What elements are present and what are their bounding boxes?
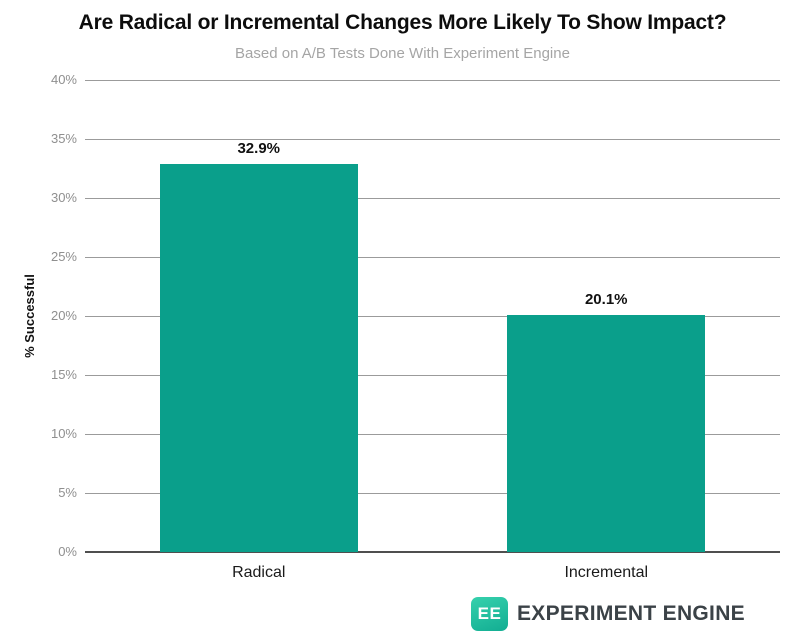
y-axis-tick-label: 10%: [50, 426, 77, 441]
experiment-engine-logo-text: EXPERIMENT ENGINE: [517, 602, 745, 625]
gridline: [85, 198, 780, 199]
gridline: [85, 493, 780, 494]
bar-value-label: 20.1%: [584, 290, 628, 308]
bar: [507, 314, 706, 552]
gridline: [85, 434, 780, 435]
y-axis-tick-label: 25%: [50, 249, 77, 264]
x-axis-category-label: Radical: [232, 564, 286, 581]
gridline: [85, 139, 780, 140]
y-axis-tick-label: 35%: [50, 131, 77, 146]
y-axis-tick-label: 0%: [58, 544, 77, 559]
chart-title: Are Radical or Incremental Changes More …: [78, 11, 727, 34]
y-axis-tick-label: 30%: [50, 190, 77, 205]
y-axis-tick-label: 15%: [50, 367, 77, 382]
experiment-engine-logo: EE EXPERIMENT ENGINE: [471, 597, 745, 631]
bar: [159, 163, 358, 552]
y-axis-tick-label: 20%: [50, 308, 77, 323]
experiment-engine-logo-icon: EE: [471, 597, 508, 631]
x-axis-category-label: Incremental: [564, 564, 649, 581]
gridline: [85, 257, 780, 258]
chart-subtitle: Based on A/B Tests Done With Experiment …: [235, 45, 570, 62]
plot-area: 32.9% Radical 20.1% Incremental: [85, 80, 780, 581]
gridline: [85, 375, 780, 376]
gridline: [85, 80, 780, 81]
x-axis-baseline: [85, 551, 780, 553]
bar-value-label: 32.9%: [237, 139, 281, 157]
y-axis-tick-label: 5%: [58, 485, 77, 500]
gridline: [85, 316, 780, 317]
y-axis-tick-label: 40%: [50, 72, 77, 87]
